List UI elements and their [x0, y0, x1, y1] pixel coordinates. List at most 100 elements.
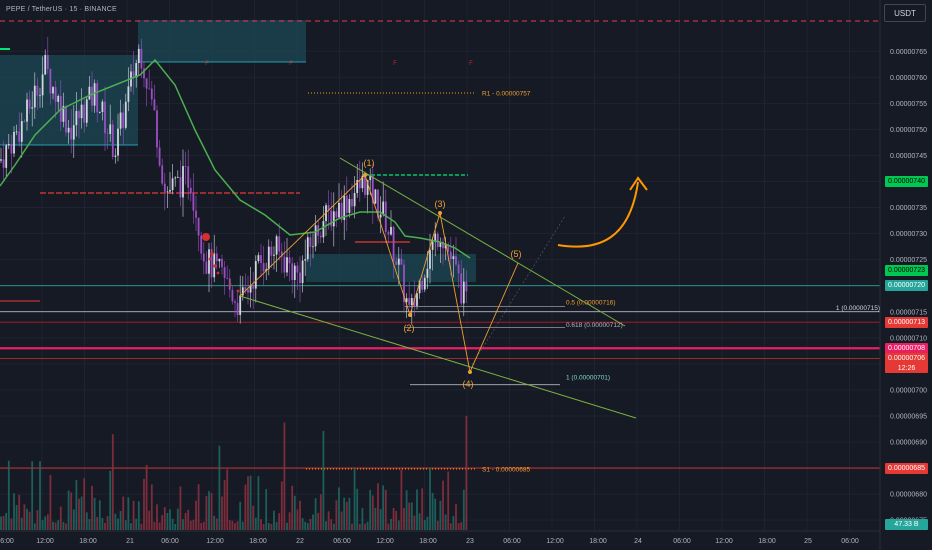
volume-bar: [444, 514, 447, 530]
candle: [57, 96, 60, 102]
volume-bar: [387, 523, 390, 530]
candle: [143, 68, 145, 79]
wedge-upper-line: [339, 157, 626, 327]
candle: [179, 176, 182, 198]
volume-bar: [101, 517, 104, 530]
volume-bar: [322, 430, 325, 530]
volume-bar: [325, 521, 327, 530]
price-label: 0.00000720: [885, 280, 928, 292]
volume-bar: [205, 496, 208, 530]
volume-bar: [439, 500, 442, 530]
signal-dot: [208, 257, 212, 261]
volume-bar: [364, 523, 366, 530]
candle: [371, 176, 374, 204]
candle: [39, 95, 41, 97]
wave-point: [468, 370, 472, 374]
candle: [210, 249, 213, 278]
volume-bar: [426, 516, 429, 530]
candle: [413, 297, 416, 306]
moving-average-line: [0, 58, 471, 259]
time-tick: 12:00: [715, 538, 733, 545]
candle: [361, 175, 364, 189]
volume-bar: [241, 521, 244, 530]
volume-bar: [80, 496, 83, 530]
candle: [75, 111, 78, 126]
candle: [244, 287, 247, 290]
volume-bar: [330, 519, 333, 530]
candle: [44, 55, 47, 75]
volume-bar: [187, 509, 190, 530]
volume-bar: [327, 511, 330, 530]
volume-bar: [345, 501, 348, 530]
volume-bar: [91, 485, 93, 530]
volume-bar: [153, 521, 156, 530]
candle: [104, 101, 106, 134]
volume-bar: [41, 519, 44, 530]
time-tick: 12:00: [546, 538, 564, 545]
price-tick: 0.00000750: [890, 127, 927, 134]
candle: [70, 127, 73, 140]
volume-bar: [247, 476, 249, 530]
price-label: 0.00000706 12:26: [885, 353, 928, 374]
candle: [449, 251, 452, 260]
candle: [408, 298, 411, 305]
mid-zone: [306, 254, 476, 282]
candle: [439, 241, 442, 247]
price-label: 0.00000685: [885, 462, 928, 474]
candle: [405, 298, 408, 303]
time-tick: 25: [804, 538, 812, 545]
volume-bar: [111, 434, 114, 530]
volume-bar: [332, 523, 335, 530]
price-label: 47.33 B: [885, 519, 928, 530]
candle: [390, 226, 392, 235]
candle: [150, 88, 153, 100]
volume-bar: [312, 514, 314, 530]
fib-1-label-a: 1 (0.00000715): [836, 305, 880, 312]
volume-bar: [26, 508, 28, 530]
candle: [452, 256, 455, 260]
candle: [192, 193, 195, 211]
fib-05-label: 0.5 (0.00000716): [566, 300, 616, 307]
candle: [36, 85, 39, 96]
candle: [309, 237, 312, 247]
volume-bar: [65, 523, 67, 530]
volume-bar: [423, 519, 426, 530]
time-tick: 06:00: [673, 538, 691, 545]
volume-bar: [236, 521, 239, 530]
currency-button[interactable]: USDT: [884, 4, 926, 22]
flag-marker: F: [205, 61, 209, 67]
volume-bar: [75, 479, 78, 530]
volume-bar: [59, 506, 62, 530]
time-tick: 18:00: [419, 538, 437, 545]
volume-bar: [215, 518, 218, 530]
candle: [429, 249, 431, 269]
candle: [114, 155, 117, 157]
signal-dot: [228, 282, 232, 286]
candle: [460, 273, 463, 304]
volume-bar: [460, 522, 463, 530]
volume-bar: [455, 504, 457, 530]
volume-bar: [358, 523, 361, 530]
wave-point: [363, 173, 367, 177]
candle: [332, 211, 335, 227]
volume-bar: [135, 518, 138, 530]
countdown: 12:26: [897, 365, 916, 373]
wave-point: [408, 313, 412, 317]
volume-bar: [13, 493, 15, 530]
candle: [330, 210, 333, 227]
volume-bar: [374, 507, 377, 530]
volume-bar: [278, 513, 281, 530]
volume-bar: [366, 521, 369, 530]
candle: [345, 195, 348, 213]
candle: [15, 131, 18, 133]
candle: [41, 74, 44, 96]
volume-bar: [249, 475, 252, 530]
price-tick: 0.00000760: [890, 75, 927, 82]
candle: [392, 226, 395, 262]
candle: [7, 144, 10, 146]
candle: [187, 166, 190, 188]
volume-bar: [447, 471, 450, 530]
volume-bar: [39, 461, 41, 530]
time-tick: 18:00: [589, 538, 607, 545]
